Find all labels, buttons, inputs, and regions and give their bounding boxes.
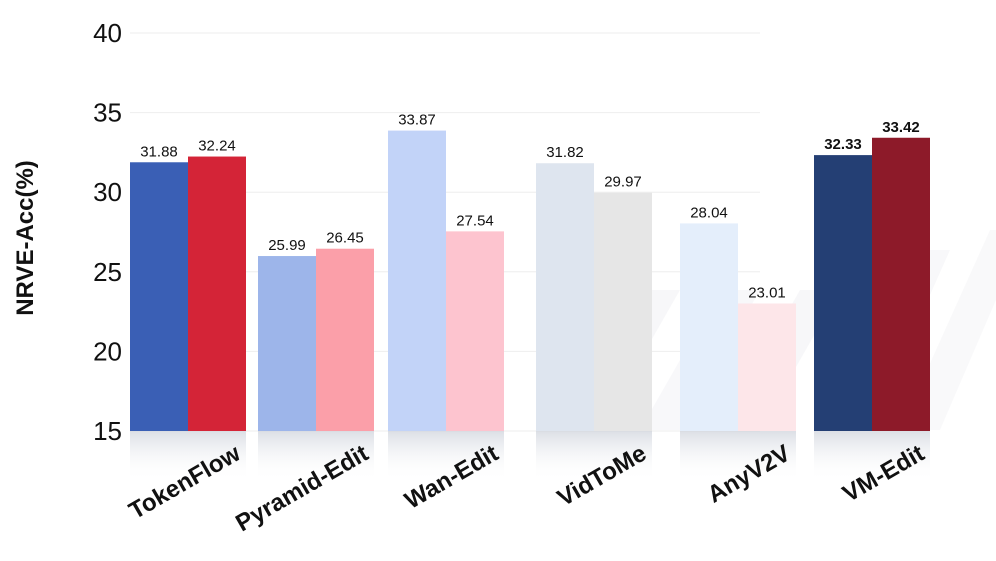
bar-value-label: 31.88: [140, 143, 178, 160]
bar: [814, 155, 872, 432]
bar-value-label: 29.97: [604, 174, 642, 191]
bar-reflection: [258, 431, 316, 481]
bar-reflection: [130, 431, 188, 481]
bar: [536, 163, 594, 432]
bar-value-label: 25.99: [268, 237, 306, 254]
bar-value-label: 33.42: [882, 119, 920, 136]
bar-value-label: 28.04: [690, 204, 728, 221]
bar-reflection: [814, 431, 872, 481]
bar-reflection: [536, 431, 594, 481]
bar: [446, 231, 504, 431]
y-tick-label: 35: [93, 98, 122, 128]
bar-reflection: [738, 431, 796, 481]
bar-reflection: [446, 431, 504, 481]
bar-reflection: [680, 431, 738, 481]
bar-reflection: [188, 431, 246, 481]
y-tick-label: 20: [93, 336, 122, 366]
bar-reflection: [388, 431, 446, 481]
bar-shadows: [130, 431, 930, 481]
bar-value-label: 33.87: [398, 112, 436, 129]
y-axis-ticks: 15 20 25 30 35 40: [93, 18, 122, 446]
bar: [872, 137, 930, 431]
bar-reflection: [316, 431, 374, 481]
bar: [316, 248, 374, 431]
bar-reflection: [594, 431, 652, 481]
y-tick-label: 40: [93, 18, 122, 48]
bar: [258, 256, 316, 431]
bar-reflection: [872, 431, 930, 481]
bar-value-label: 27.54: [456, 212, 494, 229]
y-tick-label: 30: [93, 177, 122, 207]
bar-value-label: 26.45: [326, 230, 364, 247]
bars: [130, 130, 930, 432]
y-axis-label: NRVE-Acc(%): [12, 160, 39, 316]
bar: [388, 130, 446, 431]
bar: [594, 192, 652, 431]
y-tick-label: 25: [93, 257, 122, 287]
bar-value-label: 23.01: [748, 284, 786, 301]
bar: [680, 223, 738, 431]
bar: [130, 162, 188, 432]
y-tick-label: 15: [93, 416, 122, 446]
bar-value-label: 31.82: [546, 144, 584, 161]
bar-value-label: 32.33: [824, 136, 862, 153]
bar: [188, 156, 246, 432]
value-labels: 31.88 32.24 25.99 26.45 33.87 27.54 31.82 29.97…: [140, 112, 920, 302]
bar: [738, 303, 796, 431]
bar-value-label: 32.24: [198, 138, 236, 155]
